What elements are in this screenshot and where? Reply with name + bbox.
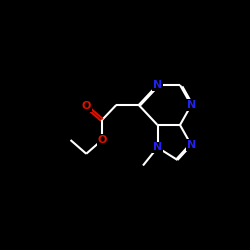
Text: N: N [153, 80, 162, 90]
Text: O: O [97, 135, 107, 145]
Text: N: N [186, 100, 196, 110]
Text: N: N [153, 142, 162, 152]
Text: N: N [186, 140, 196, 150]
Text: O: O [82, 101, 91, 111]
